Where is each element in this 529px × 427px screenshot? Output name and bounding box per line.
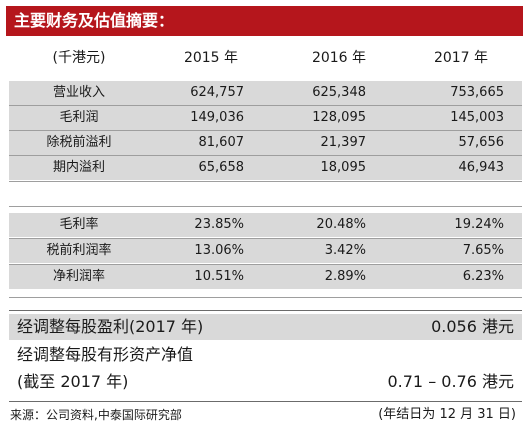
row-value: 19.24%	[454, 217, 504, 232]
nav-value: 0.71 – 0.76 港元	[387, 372, 514, 391]
row-value: 145,003	[450, 110, 504, 125]
nav-row-line2: (截至 2017 年) 0.71 – 0.76 港元	[9, 369, 522, 395]
table-row: 净利润率 10.51% 2.89% 6.23%	[9, 265, 522, 289]
row-value: 753,665	[450, 85, 504, 100]
row-divider	[9, 181, 522, 182]
section-divider	[9, 310, 522, 311]
footer: 来源：公司资料,中泰国际研究部 (年结日为 12 月 31 日)	[10, 405, 522, 425]
unit-label: (千港元)	[52, 50, 106, 66]
row-label: 净利润率	[52, 269, 105, 284]
row-label: 除税前溢利	[46, 135, 112, 150]
row-divider	[9, 155, 522, 156]
year-header: 2017 年	[433, 50, 489, 66]
row-divider	[9, 130, 522, 131]
row-value: 149,036	[190, 110, 244, 125]
row-value: 10.51%	[194, 269, 244, 284]
row-value: 23.85%	[194, 217, 244, 232]
page-title: 主要财务及估值摘要：	[6, 6, 523, 36]
row-divider	[9, 105, 522, 106]
year-header: 2015 年	[183, 50, 239, 66]
table-row: 营业收入 624,757 625,348 753,665	[9, 81, 522, 105]
table-row: 期内溢利 65,658 18,095 46,943	[9, 156, 522, 180]
row-label: 税前利润率	[46, 243, 112, 258]
row-value: 20.48%	[316, 217, 366, 232]
row-value: 21,397	[320, 135, 367, 150]
row-label: 毛利率	[59, 217, 99, 232]
row-value: 624,757	[190, 85, 244, 100]
footer-divider	[9, 401, 522, 402]
row-value: 81,607	[198, 135, 245, 150]
row-label: 营业收入	[52, 85, 105, 100]
row-divider	[9, 238, 522, 239]
table-row: 税前利润率 13.06% 3.42% 7.65%	[9, 239, 522, 263]
row-value: 128,095	[312, 110, 366, 125]
row-label: 期内溢利	[52, 160, 105, 175]
eps-row: 经调整每股盈利(2017 年) 0.056 港元	[9, 314, 522, 340]
row-value: 6.23%	[462, 269, 504, 284]
row-divider	[9, 206, 522, 207]
table-row: 除税前溢利 81,607 21,397 57,656	[9, 131, 522, 155]
source-note: 来源：公司资料,中泰国际研究部	[10, 408, 182, 422]
table-row: 毛利率 23.85% 20.48% 19.24%	[9, 213, 522, 237]
row-value: 7.65%	[462, 243, 504, 258]
table-header: (千港元) 2015 年 2016 年 2017 年	[6, 40, 523, 76]
row-divider	[9, 297, 522, 298]
row-value: 18,095	[320, 160, 367, 175]
nav-row-line1: 经调整每股有形资产净值	[9, 342, 522, 368]
row-divider	[9, 264, 522, 265]
row-value: 625,348	[312, 85, 366, 100]
eps-value: 0.056 港元	[431, 317, 514, 336]
eps-label: 经调整每股盈利(2017 年)	[17, 317, 204, 336]
table-row: 毛利润 149,036 128,095 145,003	[9, 106, 522, 130]
row-value: 2.89%	[324, 269, 366, 284]
nav-label: 经调整每股有形资产净值	[17, 345, 194, 364]
row-label: 毛利润	[59, 110, 99, 125]
row-value: 57,656	[458, 135, 505, 150]
row-value: 65,658	[198, 160, 245, 175]
row-value: 3.42%	[324, 243, 366, 258]
row-value: 13.06%	[194, 243, 244, 258]
nav-sub-label: (截至 2017 年)	[17, 372, 129, 391]
row-value: 46,943	[458, 160, 505, 175]
fiscal-year-note: (年结日为 12 月 31 日)	[378, 407, 516, 422]
year-header: 2016 年	[311, 50, 367, 66]
